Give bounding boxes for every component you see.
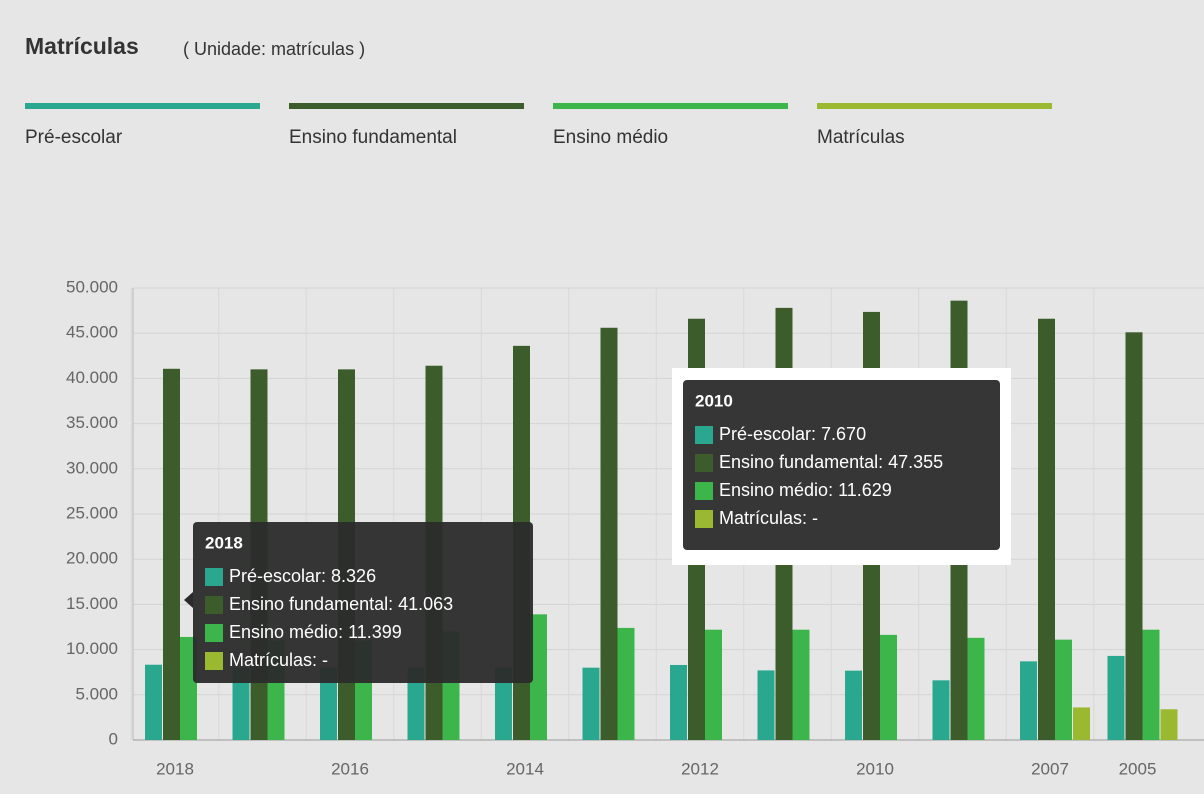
x-tick-label: 2016 bbox=[331, 759, 369, 778]
bar bbox=[845, 670, 862, 740]
bar bbox=[757, 670, 775, 740]
tooltip-line: Pré-escolar: 7.670 bbox=[719, 424, 866, 444]
x-tick-label: 2012 bbox=[681, 759, 719, 778]
bar bbox=[617, 627, 635, 740]
bar bbox=[1020, 661, 1037, 740]
y-tick-label: 40.000 bbox=[66, 368, 118, 387]
bar bbox=[880, 634, 897, 740]
legend-swatch bbox=[289, 103, 524, 109]
x-tick-label: 2005 bbox=[1119, 759, 1157, 778]
tooltip-line: Ensino fundamental: 47.355 bbox=[719, 452, 943, 472]
y-tick-label: 20.000 bbox=[66, 549, 118, 568]
y-tick-label: 35.000 bbox=[66, 413, 118, 432]
tooltip-line: Matrículas: - bbox=[719, 508, 818, 528]
y-tick-label: 10.000 bbox=[66, 639, 118, 658]
y-tick-label: 45.000 bbox=[66, 323, 118, 342]
bar bbox=[582, 667, 600, 740]
tooltip-swatch bbox=[695, 454, 713, 472]
bar bbox=[163, 368, 180, 740]
tooltip-line: Matrículas: - bbox=[229, 650, 328, 670]
tooltip-swatch bbox=[695, 510, 713, 528]
legend-swatch bbox=[817, 103, 1052, 109]
tooltip-swatch bbox=[695, 426, 713, 444]
tooltip-line: Ensino médio: 11.399 bbox=[229, 622, 402, 642]
legend-label: Matrículas bbox=[817, 127, 905, 148]
legend-label: Pré-escolar bbox=[25, 127, 123, 148]
tooltip-swatch bbox=[695, 482, 713, 500]
bar bbox=[792, 629, 810, 740]
bar bbox=[1055, 639, 1072, 740]
x-tick-label: 2018 bbox=[156, 759, 194, 778]
legend-swatch bbox=[553, 103, 788, 109]
bar bbox=[320, 667, 337, 740]
bar bbox=[407, 667, 425, 740]
tooltip-line: Ensino médio: 11.629 bbox=[719, 480, 892, 500]
tooltip-line: Pré-escolar: 8.326 bbox=[229, 566, 376, 586]
bar bbox=[932, 680, 950, 740]
y-tick-label: 30.000 bbox=[66, 458, 118, 477]
y-tick-label: 0 bbox=[109, 729, 118, 748]
bar bbox=[1142, 629, 1160, 740]
bar bbox=[967, 637, 985, 740]
tooltip-swatch bbox=[205, 652, 223, 670]
bar bbox=[1160, 709, 1178, 740]
tooltip-swatch bbox=[205, 624, 223, 642]
x-tick-label: 2007 bbox=[1031, 759, 1069, 778]
chart-title: Matrículas bbox=[25, 33, 139, 59]
bar bbox=[495, 667, 512, 740]
bar bbox=[1073, 707, 1090, 740]
bar bbox=[180, 636, 197, 740]
bar bbox=[1038, 318, 1055, 740]
legend-swatch bbox=[25, 103, 260, 109]
y-tick-label: 5.000 bbox=[75, 684, 118, 703]
bar bbox=[145, 664, 162, 740]
bar bbox=[232, 667, 250, 740]
bar bbox=[1125, 332, 1143, 740]
bar bbox=[670, 664, 687, 740]
tooltip-title: 2018 bbox=[205, 533, 243, 552]
tooltip-title: 2010 bbox=[695, 391, 733, 410]
x-tick-label: 2010 bbox=[856, 759, 894, 778]
tooltip bbox=[683, 380, 1000, 550]
legend-label: Ensino médio bbox=[553, 127, 668, 148]
tooltip bbox=[193, 522, 533, 683]
tooltip-swatch bbox=[205, 568, 223, 586]
bar bbox=[530, 614, 547, 740]
x-tick-label: 2014 bbox=[506, 759, 544, 778]
y-tick-label: 15.000 bbox=[66, 594, 118, 613]
bar bbox=[600, 327, 618, 740]
bar bbox=[1107, 655, 1125, 740]
y-tick-label: 25.000 bbox=[66, 503, 118, 522]
tooltip-arrow bbox=[184, 592, 193, 608]
y-tick-label: 50.000 bbox=[66, 277, 118, 296]
legend-label: Ensino fundamental bbox=[289, 127, 457, 148]
tooltip-line: Ensino fundamental: 41.063 bbox=[229, 594, 453, 614]
chart-subtitle: ( Unidade: matrículas ) bbox=[183, 39, 365, 59]
tooltip-swatch bbox=[205, 596, 223, 614]
bar bbox=[705, 629, 722, 740]
